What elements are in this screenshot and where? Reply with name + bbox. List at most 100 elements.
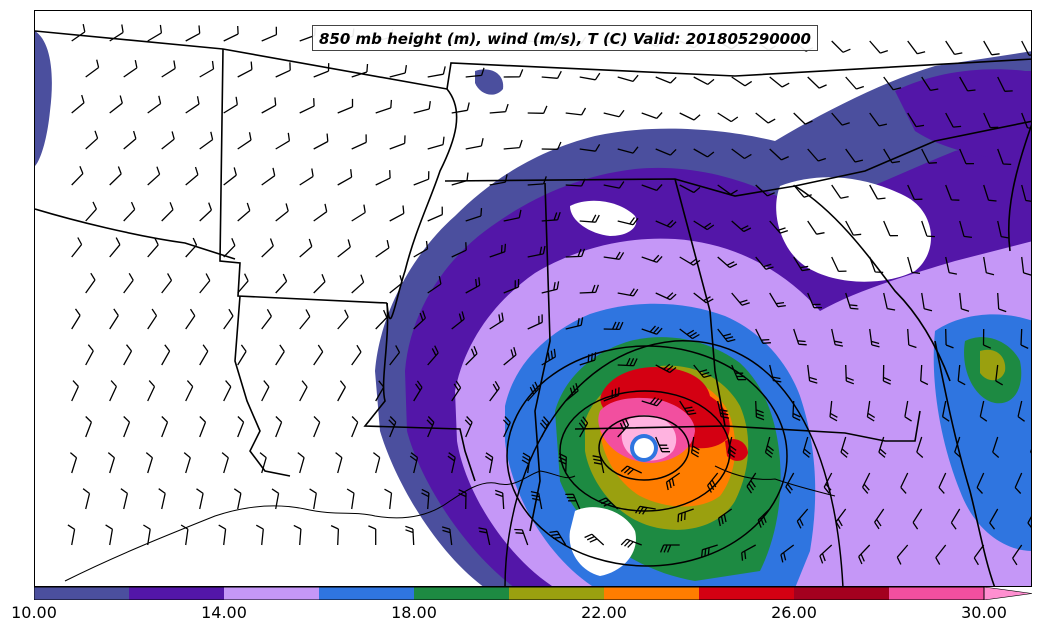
wind-barb (997, 148, 1012, 166)
wind-barb (679, 400, 697, 416)
wind-barb (603, 321, 624, 331)
wind-band-10-northwest (35, 31, 52, 166)
wind-barb (489, 312, 504, 330)
wind-barb (185, 96, 200, 114)
wind-barb (641, 325, 663, 335)
wind-barb (337, 380, 346, 402)
wind-barb (69, 452, 78, 474)
wind-barb (717, 400, 730, 419)
colorbar-cell (794, 587, 890, 600)
wind-barb (218, 524, 227, 546)
wind-barb (769, 220, 789, 234)
wind-barb (679, 112, 701, 121)
wind-barb (521, 452, 531, 474)
wind-barb (829, 400, 838, 422)
wind-barb (941, 400, 950, 422)
wind-barb (693, 292, 714, 304)
wind-barb (883, 148, 900, 164)
wind-barb (313, 344, 324, 366)
wind-barb (579, 352, 597, 366)
wind-barb (1021, 184, 1031, 202)
wind-barb (485, 452, 494, 474)
wind-barb (769, 148, 789, 161)
wind-barb (458, 489, 467, 510)
wind-barb (427, 275, 442, 294)
wind-barb (665, 472, 681, 491)
wind-barb (807, 220, 825, 235)
wind-barb (233, 488, 242, 510)
wind-barb (904, 400, 912, 422)
wind-barb (199, 202, 213, 222)
wind-barb (617, 417, 630, 438)
wind-barb (869, 40, 889, 54)
wind-barb (426, 416, 435, 438)
wind-barb (185, 166, 199, 186)
wind-barb (427, 345, 439, 366)
wind-barb (959, 76, 976, 92)
wind-barb (780, 544, 795, 563)
wind-barb (655, 76, 677, 84)
map-panel[interactable]: 850 mb height (m), wind (m/s), T (C) Val… (34, 10, 1032, 587)
wind-barb (183, 452, 191, 474)
wind-barb (617, 146, 639, 154)
wind-barb (959, 292, 970, 312)
wind-barb (907, 184, 923, 201)
wind-barb (223, 25, 239, 42)
wind-barb (831, 328, 844, 347)
wind-barb (199, 416, 207, 438)
wind-barb (679, 256, 701, 266)
wind-barb (945, 40, 963, 56)
wind-barb (707, 472, 719, 493)
wind-barb (313, 274, 326, 294)
calm-area-north (570, 200, 637, 236)
wind-barb (755, 256, 774, 270)
wind-barb (109, 237, 121, 258)
wind-barb (71, 308, 81, 330)
wind-barb (255, 524, 264, 546)
wind-barb (503, 209, 522, 222)
wind-barb (147, 95, 162, 114)
wind-barb (299, 238, 313, 258)
wind-barb (147, 308, 158, 330)
wind-barb (641, 184, 663, 192)
wind-barb (223, 237, 236, 258)
wind-barb (123, 272, 134, 294)
wind-band-24-east (725, 439, 748, 461)
wind-barb (592, 455, 605, 474)
border-line (529, 182, 551, 532)
wind-barb (1014, 472, 1023, 494)
wind-barb (579, 143, 601, 152)
wind-barb (389, 205, 405, 222)
wind-barb (337, 309, 349, 330)
wind-barb (896, 544, 909, 565)
wind-barb (959, 220, 972, 239)
wind-barb (465, 208, 483, 222)
wind-barb (105, 524, 114, 546)
wind-barb (375, 309, 388, 330)
wind-barb (503, 69, 524, 78)
wind-barb (123, 59, 138, 78)
wind-barb (409, 452, 419, 474)
wind-barb (71, 165, 84, 186)
wind-barb (185, 25, 201, 42)
wind-barb (335, 452, 343, 474)
wind-barb (802, 436, 811, 458)
wind-barb (541, 141, 562, 150)
wind-barb (796, 508, 809, 529)
wind-barb (109, 95, 123, 114)
wind-barb (161, 273, 173, 294)
wind-barb (375, 239, 390, 258)
wind-barb (858, 544, 871, 565)
wind-barb (351, 204, 366, 222)
wind-barb (997, 220, 1010, 239)
wind-barb (617, 288, 639, 297)
wind-barb (982, 328, 992, 349)
wind-barb (313, 63, 330, 78)
wind-barb (635, 505, 656, 515)
wind-barb (313, 133, 329, 150)
wind-barb (441, 526, 453, 546)
wind-barb (878, 436, 887, 458)
wind-barb (845, 292, 859, 310)
wind-barb (617, 217, 639, 226)
wind-barb (451, 172, 469, 186)
